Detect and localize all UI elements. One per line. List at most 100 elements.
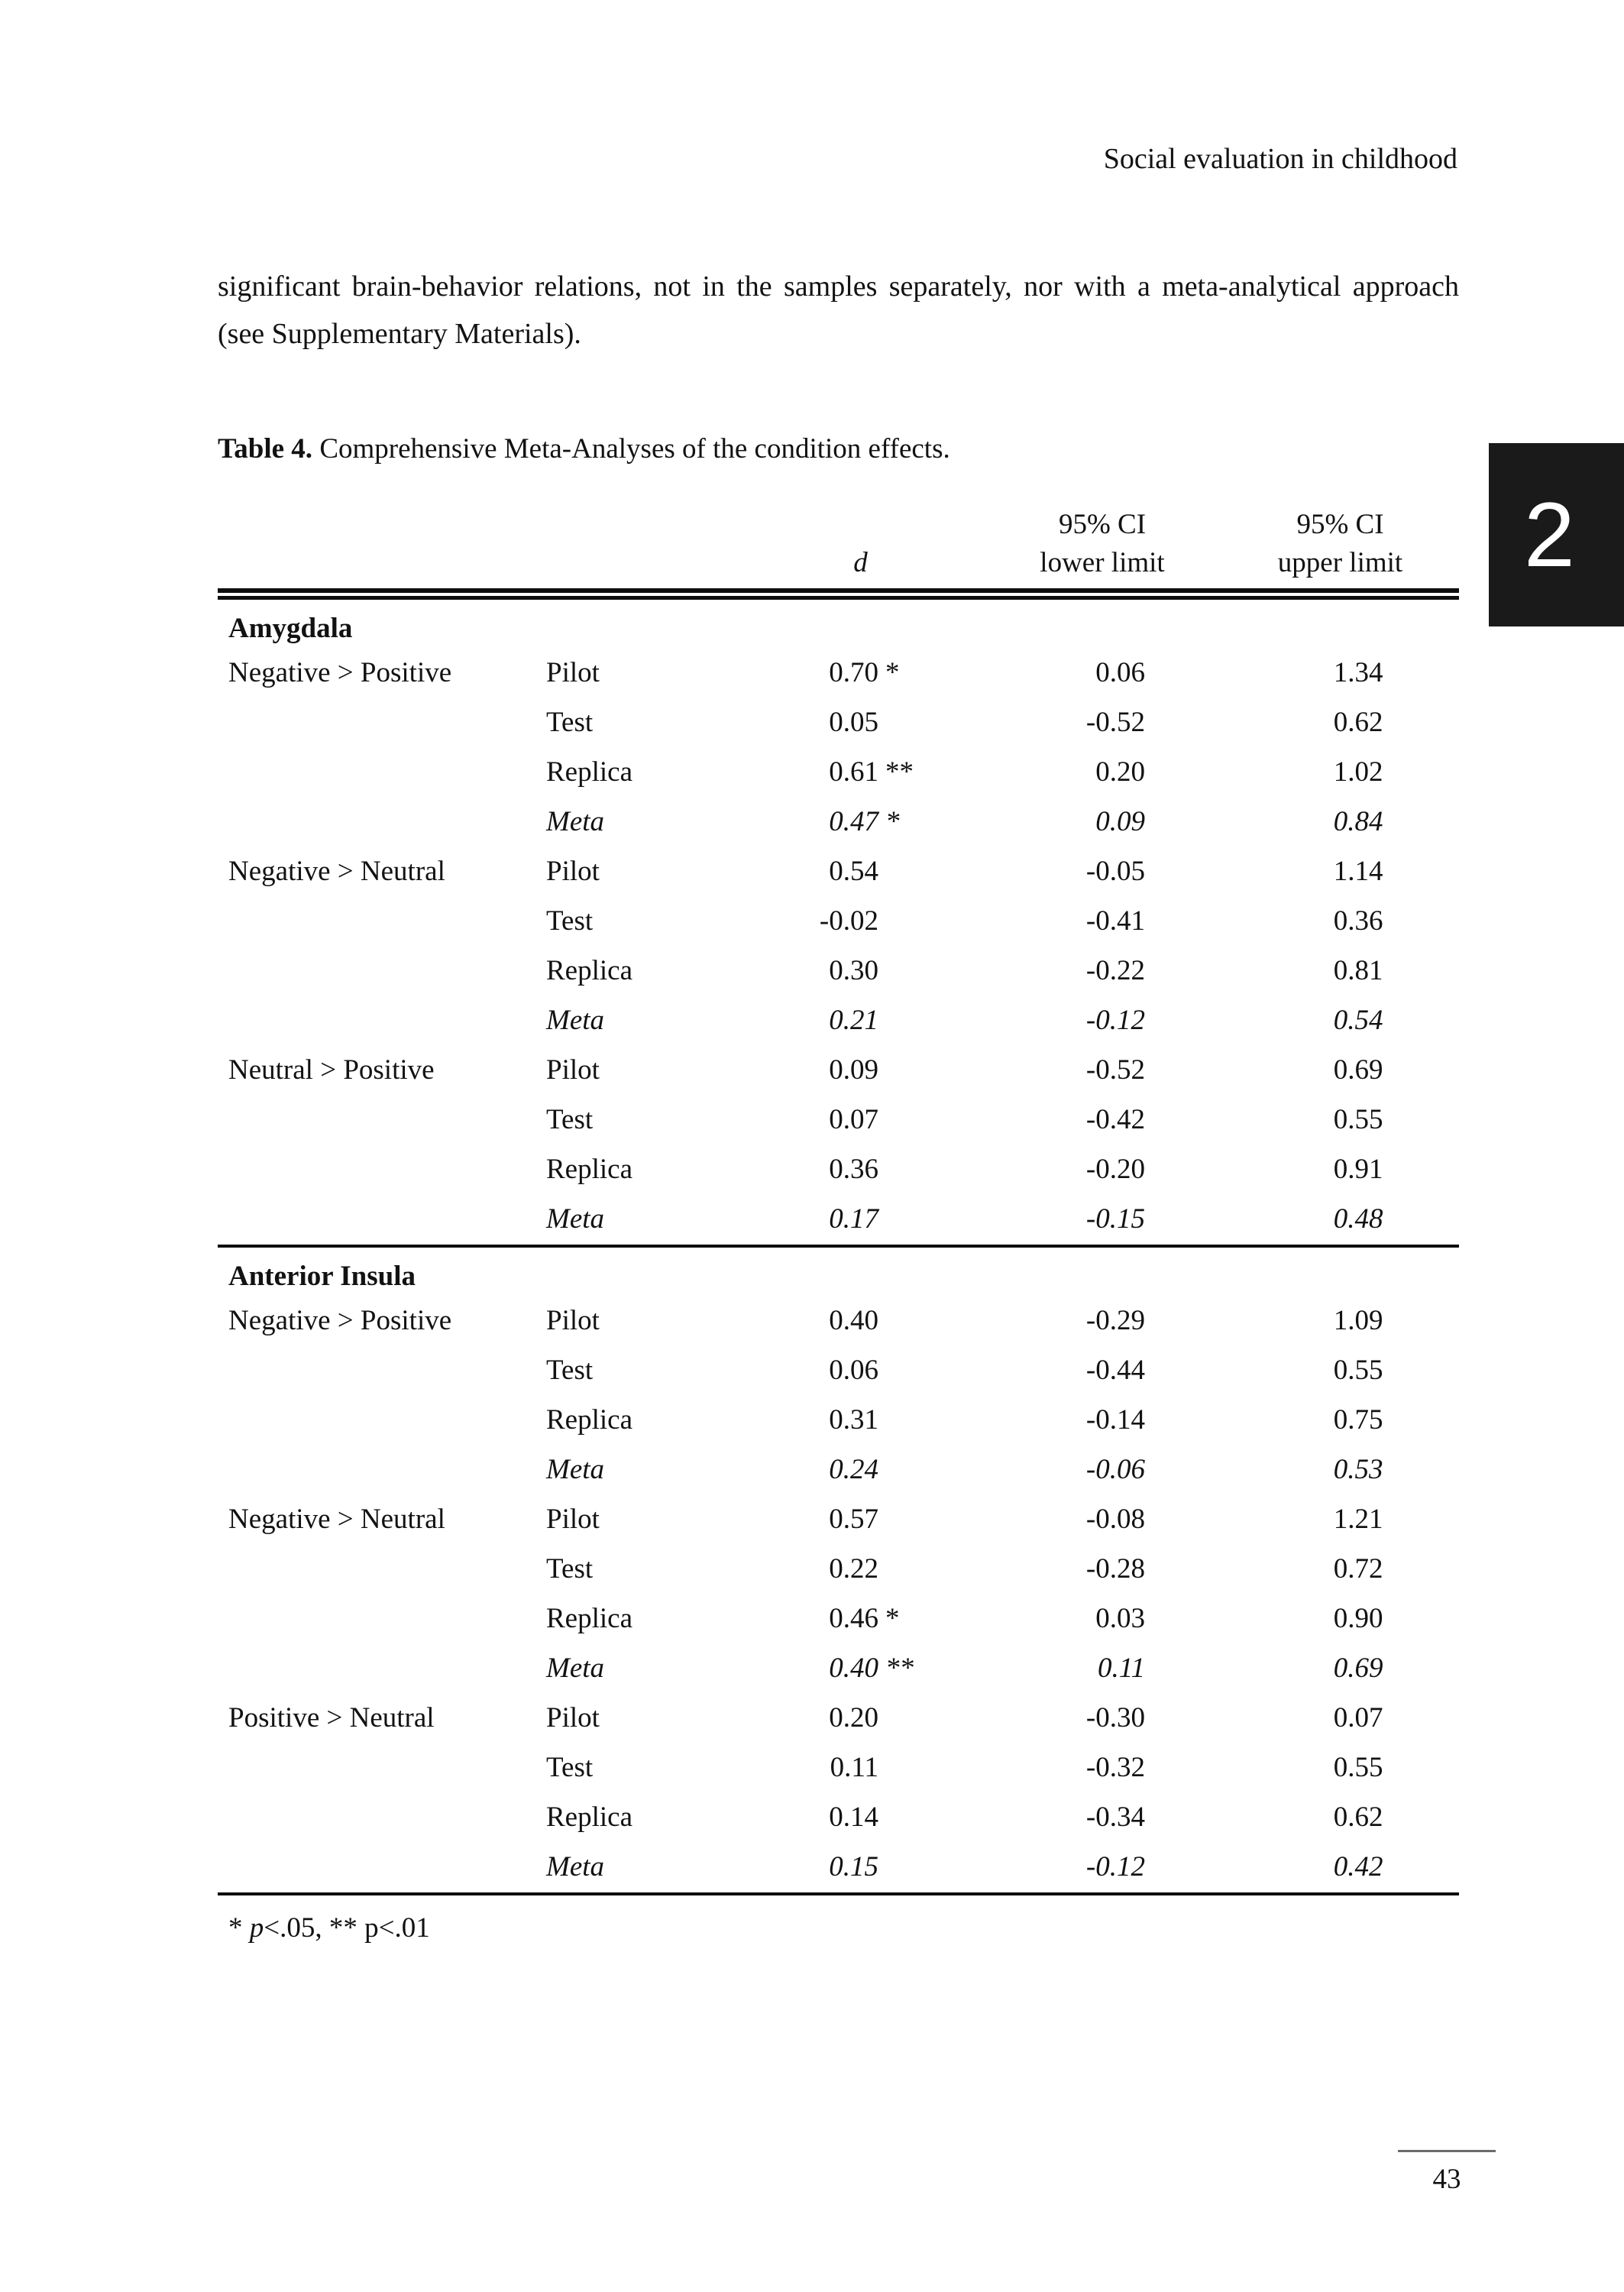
d-value-cell: 0.11 [738,1751,983,1785]
table-header: d 95% CI lower limit 95% CI upper limit [218,490,1459,588]
d-value-pair: 0.31 [793,1403,928,1437]
ci-lower-cell: -0.12 [983,1850,1221,1884]
ci-lower-value: -0.30 [1085,1702,1145,1734]
d-value-cell: 0.14 [738,1801,983,1834]
ci-upper-cell: 0.55 [1221,1751,1459,1785]
d-value-pair: 0.21 [793,1004,928,1038]
d-value-cell: 0.15 [738,1850,983,1884]
sample-cell: Meta [546,1454,605,1486]
contrast-cell: Positive > Neutral [228,1702,435,1734]
significance-star [878,1004,928,1038]
sample-cell: Replica [546,1802,633,1834]
d-value-cell: 0.40 ** [738,1652,983,1685]
ci-upper-value: 1.21 [1333,1504,1383,1536]
header-double-rule [218,588,1459,600]
significance-star: * [885,1603,900,1635]
d-value-cell: 0.21 [738,1004,983,1038]
sample-cell: Pilot [546,1702,600,1734]
table-row: Test -0.02 -0.41 0.36 [218,897,1459,947]
ci-lower-value: -0.06 [1085,1454,1145,1486]
ci-lower-cell: -0.05 [983,855,1221,889]
sample-cell: Pilot [546,1054,600,1086]
d-value: 0.14 [829,1802,878,1834]
table-row: Meta 0.21 -0.12 0.54 [218,996,1459,1046]
d-value: 0.11 [830,1752,878,1784]
ci-lower-value: -0.28 [1085,1553,1145,1585]
d-value: 0.70 [829,657,878,689]
d-value: 0.36 [829,1154,878,1186]
ci-lower-cell: 0.09 [983,805,1221,839]
ci-upper-cell: 0.81 [1221,954,1459,988]
ci-upper-value: 0.62 [1333,707,1383,739]
d-value: 0.07 [829,1104,878,1136]
section-divider-rule [218,1245,1459,1248]
ci-lower-value: -0.34 [1085,1802,1145,1834]
table-row: Meta 0.17 -0.15 0.48 [218,1195,1459,1245]
d-value: 0.46 [829,1603,878,1635]
table-row: Replica 0.46 * 0.03 0.90 [218,1594,1459,1644]
d-value: 0.47 [829,806,878,838]
sample-cell: Replica [546,1154,633,1186]
d-value-cell: -0.02 [738,905,983,938]
ci-lower-value: -0.12 [1085,1005,1145,1037]
ci-upper-cell: 1.21 [1221,1503,1459,1536]
ci-lower-cell: -0.42 [983,1103,1221,1137]
ci-lower-cell: -0.44 [983,1354,1221,1387]
sample-cell: Test [546,905,594,937]
ci-lower-value: 0.06 [1095,657,1145,689]
table-row: Test 0.22 -0.28 0.72 [218,1545,1459,1594]
d-value-pair: 0.07 [793,1103,928,1137]
ci-upper-value: 0.84 [1333,806,1383,838]
significance-star [878,1403,928,1437]
ci-upper-value: 0.81 [1333,955,1383,987]
column-header-d: d [853,547,868,578]
significance-star [878,905,928,938]
sample-cell: Test [546,707,594,739]
ci-upper-cell: 0.69 [1221,1054,1459,1087]
ci-upper-cell: 0.91 [1221,1153,1459,1186]
sample-cell: Meta [546,1653,605,1685]
d-value-pair: 0.17 [793,1203,928,1236]
table-row: Meta 0.47 * 0.09 0.84 [218,798,1459,847]
meta-analysis-table: d 95% CI lower limit 95% CI upper limit … [218,490,1459,1895]
footnote-suffix: <.05, ** p<.01 [264,1912,430,1944]
d-value-pair: 0.15 [793,1850,928,1884]
table-row: Test 0.11 -0.32 0.55 [218,1743,1459,1793]
contrast-cell: Negative > Neutral [228,856,445,888]
d-value-cell: 0.70 * [738,656,983,690]
table-row: Replica 0.61 ** 0.20 1.02 [218,748,1459,798]
ci-upper-value: 0.55 [1333,1355,1383,1387]
d-value-pair: 0.57 [793,1503,928,1536]
ci-upper-cell: 0.90 [1221,1602,1459,1636]
sample-cell: Pilot [546,856,600,888]
ci-upper-value: 0.54 [1333,1005,1383,1037]
table-row: Negative > Positive Pilot 0.70 * 0.06 1.34 [218,649,1459,698]
table-row: Replica 0.31 -0.14 0.75 [218,1396,1459,1445]
table-caption: Table 4. Comprehensive Meta-Analyses of … [218,432,950,465]
d-value-pair: 0.40 [793,1304,928,1338]
ci-upper-cell: 0.07 [1221,1701,1459,1735]
d-value-cell: 0.46 * [738,1602,983,1636]
sample-cell: Test [546,1355,594,1387]
ci-upper-value: 0.36 [1333,905,1383,937]
ci-lower-cell: -0.52 [983,1054,1221,1087]
ci-lower-value: 0.03 [1095,1603,1145,1635]
ci-upper-cell: 1.34 [1221,656,1459,690]
d-value-pair: 0.36 [793,1153,928,1186]
d-value-pair: 0.40 ** [793,1652,928,1685]
table-body: Amygdala Negative > Positive Pilot 0.70 * 0.0… [218,600,1459,1892]
d-value: 0.40 [829,1305,878,1337]
sample-cell: Meta [546,1851,605,1883]
sample-cell: Pilot [546,657,600,689]
ci-upper-value: 1.34 [1333,657,1383,689]
ci-upper-value: 0.72 [1333,1553,1383,1585]
significance-star: * [885,806,900,838]
ci-lower-cell: -0.06 [983,1453,1221,1487]
d-value-pair: 0.54 [793,855,928,889]
d-value-pair: 0.20 [793,1701,928,1735]
table-row: Neutral > Positive Pilot 0.09 -0.52 0.69 [218,1046,1459,1096]
ci-lower-cell: -0.15 [983,1203,1221,1236]
significance-star [878,1801,928,1834]
ci-lower-value: 0.09 [1095,806,1145,838]
